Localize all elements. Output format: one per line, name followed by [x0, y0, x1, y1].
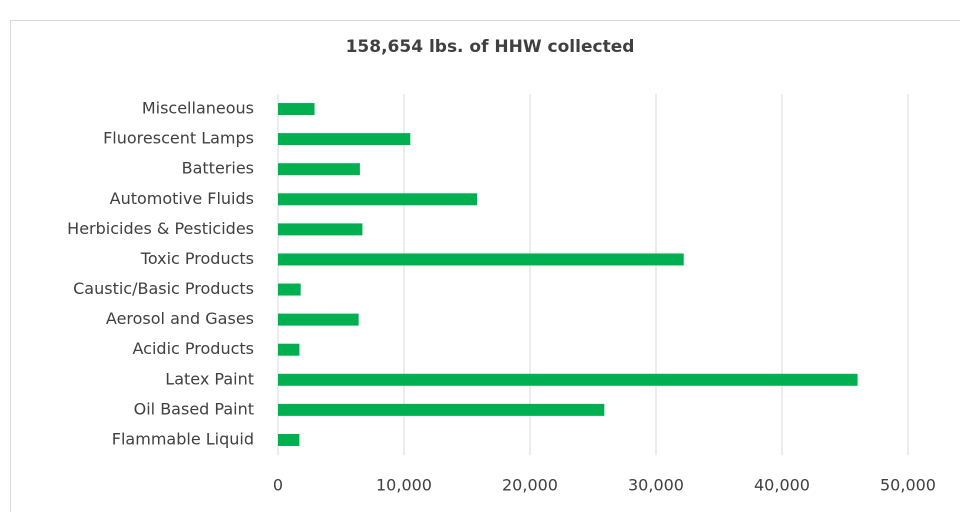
bar: [278, 373, 858, 386]
y-tick-label: Miscellaneous: [142, 99, 254, 118]
bar: [278, 313, 359, 326]
bar: [278, 133, 411, 146]
chart-frame: [10, 20, 960, 512]
y-tick-label: Herbicides & Pesticides: [67, 219, 254, 238]
y-tick-label: Fluorescent Lamps: [103, 129, 254, 148]
bar: [278, 283, 301, 296]
x-tick-label: 0: [273, 476, 283, 495]
bar: [278, 103, 315, 116]
bar: [278, 193, 478, 206]
chart-title: 158,654 lbs. of HHW collected: [346, 37, 635, 57]
bar: [278, 223, 363, 236]
bar: [278, 253, 684, 266]
y-tick-label: Aerosol and Gases: [106, 309, 254, 328]
x-tick-label: 50,000: [880, 476, 936, 495]
bar: [278, 163, 360, 176]
y-tick-label: Toxic Products: [140, 249, 254, 268]
bar: [278, 433, 300, 446]
y-tick-label: Acidic Products: [133, 339, 254, 358]
y-tick-label: Automotive Fluids: [110, 189, 254, 208]
y-tick-label: Flammable Liquid: [112, 429, 254, 448]
x-tick-label: 30,000: [628, 476, 684, 495]
bar: [278, 343, 300, 356]
y-tick-label: Caustic/Basic Products: [73, 279, 254, 298]
y-tick-label: Oil Based Paint: [134, 399, 254, 418]
y-tick-label: Batteries: [182, 159, 254, 178]
x-tick-label: 10,000: [376, 476, 432, 495]
bar: [278, 403, 605, 416]
y-tick-label: Latex Paint: [165, 369, 254, 388]
x-tick-label: 20,000: [502, 476, 558, 495]
x-tick-label: 40,000: [754, 476, 810, 495]
